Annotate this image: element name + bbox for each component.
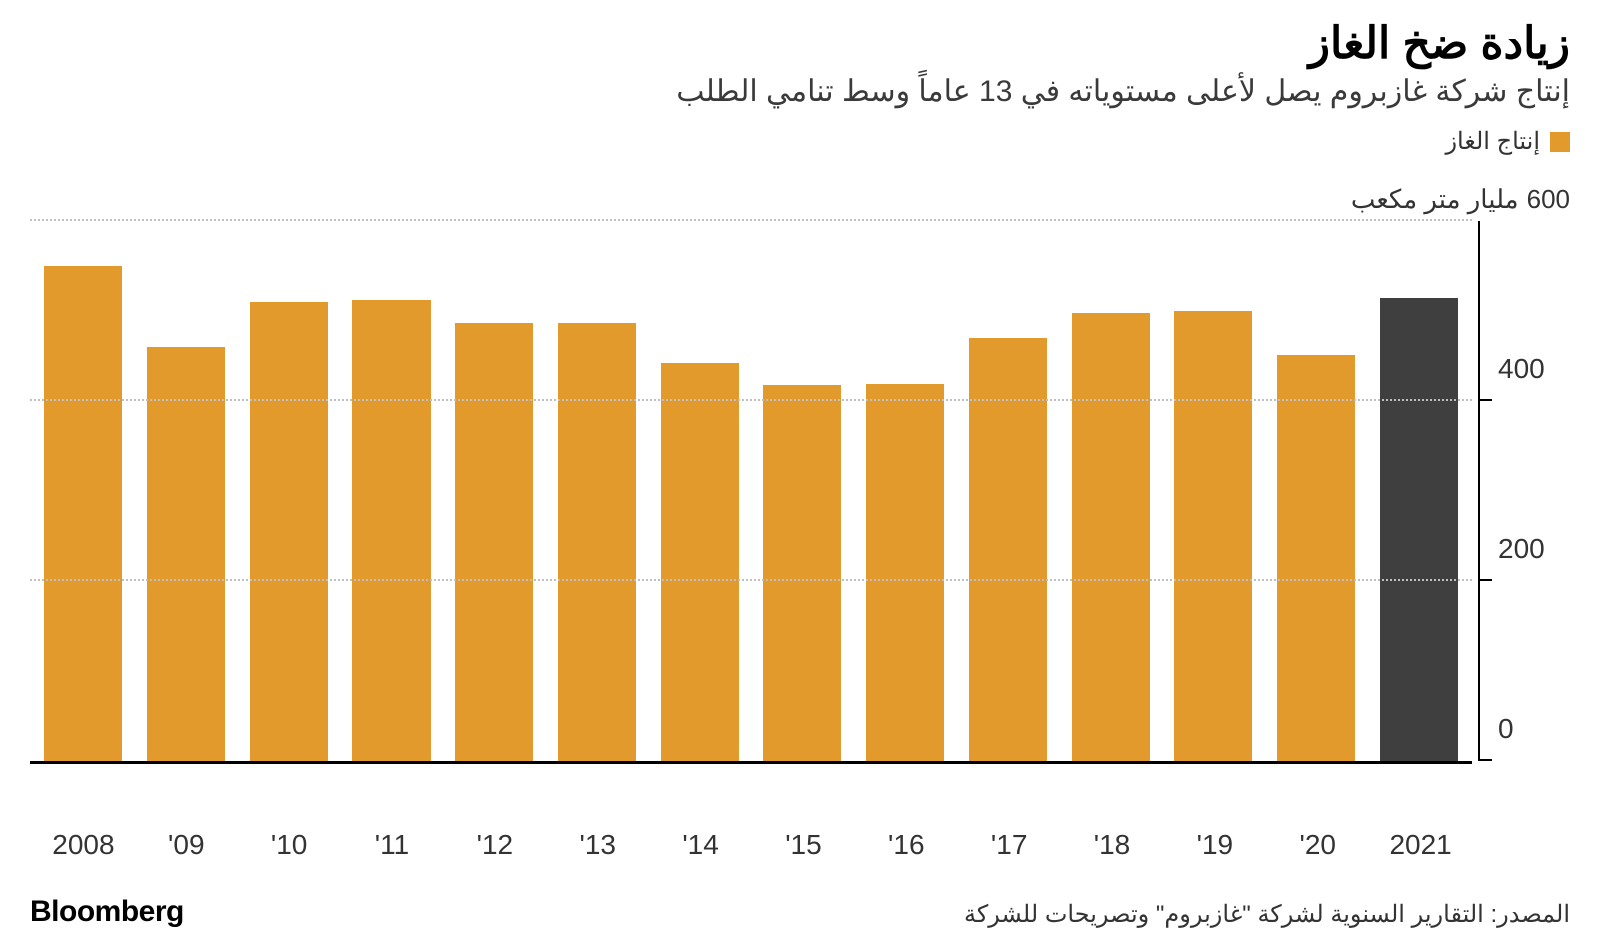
x-tick-label: '15 bbox=[752, 829, 855, 861]
bar-slot bbox=[751, 221, 854, 761]
bar-slot bbox=[1059, 221, 1162, 761]
bar bbox=[1277, 355, 1355, 762]
bar bbox=[866, 384, 944, 761]
bar-slot bbox=[135, 221, 238, 761]
bar-slot bbox=[32, 221, 135, 761]
bar bbox=[250, 302, 328, 761]
y-tick-label: 200 bbox=[1498, 533, 1545, 565]
chart-legend: إنتاج الغاز bbox=[30, 127, 1570, 156]
x-axis-labels: 2008'09'10'11'12'13'14'15'16'17'18'19'20… bbox=[30, 829, 1474, 861]
x-tick-label: 2021 bbox=[1369, 829, 1472, 861]
x-tick-label: '11 bbox=[341, 829, 444, 861]
bar bbox=[1072, 313, 1150, 761]
legend-label: إنتاج الغاز bbox=[1445, 127, 1540, 156]
y-top-value: 600 bbox=[1527, 184, 1570, 215]
bar-slot bbox=[1265, 221, 1368, 761]
bar-slot bbox=[1162, 221, 1265, 761]
y-top-text: مليار متر مكعب bbox=[1351, 184, 1519, 215]
bar bbox=[558, 323, 636, 761]
y-tick bbox=[1480, 759, 1492, 761]
bars-group bbox=[30, 221, 1472, 761]
bar-slot bbox=[956, 221, 1059, 761]
x-tick-label: '09 bbox=[135, 829, 238, 861]
x-tick-label: '16 bbox=[855, 829, 958, 861]
chart-subtitle: إنتاج شركة غازبروم يصل لأعلى مستوياته في… bbox=[30, 74, 1570, 109]
y-tick bbox=[1480, 399, 1492, 401]
bar bbox=[661, 363, 739, 762]
bar-slot bbox=[1367, 221, 1470, 761]
x-axis-row: 2008'09'10'11'12'13'14'15'16'17'18'19'20… bbox=[30, 829, 1570, 861]
bar bbox=[1380, 298, 1458, 762]
legend-swatch-icon bbox=[1550, 132, 1570, 152]
plot-area bbox=[30, 221, 1472, 764]
bar bbox=[763, 385, 841, 761]
x-tick-label: 2008 bbox=[32, 829, 135, 861]
bar-slot bbox=[237, 221, 340, 761]
bar bbox=[352, 300, 430, 762]
bar bbox=[455, 323, 533, 761]
bar bbox=[969, 338, 1047, 762]
source-label: المصدر: التقارير السنوية لشركة "غازبروم"… bbox=[964, 900, 1570, 929]
x-tick-label: '20 bbox=[1266, 829, 1369, 861]
x-tick-label: '19 bbox=[1163, 829, 1266, 861]
brand-label: Bloomberg bbox=[30, 895, 184, 929]
plot-row: 0 200 400 bbox=[30, 221, 1570, 809]
y-tick bbox=[1480, 579, 1492, 581]
x-tick-label: '17 bbox=[958, 829, 1061, 861]
y-tick-label: 0 bbox=[1498, 713, 1514, 745]
x-tick-label: '13 bbox=[546, 829, 649, 861]
bar-slot bbox=[340, 221, 443, 761]
bar-slot bbox=[648, 221, 751, 761]
bar bbox=[44, 266, 122, 761]
chart-title: زيادة ضخ الغاز bbox=[30, 20, 1570, 68]
bar bbox=[1174, 311, 1252, 762]
x-tick-label: '14 bbox=[649, 829, 752, 861]
x-axis-spacer bbox=[1474, 829, 1570, 861]
bar-slot bbox=[854, 221, 957, 761]
bar bbox=[147, 347, 225, 761]
y-axis: 0 200 400 bbox=[1478, 221, 1570, 761]
x-tick-label: '18 bbox=[1061, 829, 1164, 861]
chart-container: زيادة ضخ الغاز إنتاج شركة غازبروم يصل لأ… bbox=[0, 0, 1600, 949]
y-tick-label: 400 bbox=[1498, 353, 1545, 385]
x-tick-label: '12 bbox=[443, 829, 546, 861]
chart-footer: Bloomberg المصدر: التقارير السنوية لشركة… bbox=[30, 895, 1570, 929]
bar-slot bbox=[443, 221, 546, 761]
x-tick-label: '10 bbox=[238, 829, 341, 861]
bar-slot bbox=[546, 221, 649, 761]
y-top-label: مليار متر مكعب 600 bbox=[30, 184, 1570, 215]
